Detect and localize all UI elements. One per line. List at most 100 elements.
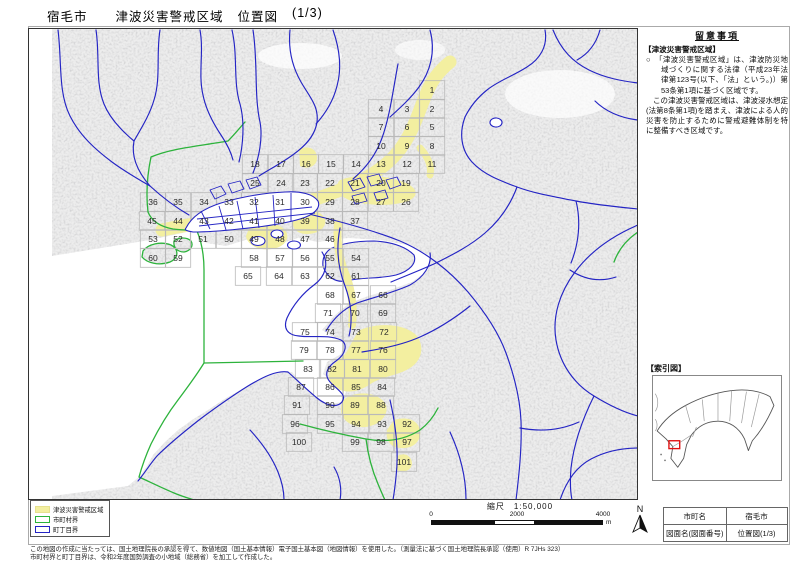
grid-cell [138,211,166,231]
grid-cell [281,414,309,434]
grid-cell [341,432,369,452]
grid-cell-label: 97 [402,437,412,447]
grid-cell-label: 90 [325,400,335,410]
scale-tick: 4000 [595,511,611,518]
grid-cell [418,136,446,156]
grid-cell-label: 43 [199,216,209,226]
grid-cell-label: 2 [430,104,435,114]
grid-cell-label: 38 [325,216,335,226]
grid-cell-label: 56 [300,253,310,263]
grid-cell-label: 11 [428,159,437,169]
urban-area [258,43,342,69]
grid-cell [367,99,395,119]
grid-cell-label: 47 [300,234,310,244]
title-city: 宿毛市 [47,10,88,24]
title-maptype: 位置図 [237,10,279,24]
grid-cell-label: 7 [379,122,384,132]
grid-cell [342,285,370,305]
grid-cell [139,248,167,268]
grid-cell-label: 67 [351,290,361,300]
grid-cell [342,377,370,397]
grid-cell-label: 54 [351,253,361,263]
notes-paragraph: この津波災害警戒区域は、津波浸水想定(法第8条第1項)を踏まえ、津波による人的災… [646,95,788,136]
grid-cell [418,99,446,119]
grid-cell-label: 1 [430,85,435,95]
grid-cell [418,80,446,100]
drawing-info-table: 市町名 宿毛市 図面名(図面番号) 位置図(1/3) [663,507,788,542]
grid-cell-label: 95 [325,419,335,429]
table-row: 図面名(図面番号) 位置図(1/3) [663,524,788,542]
grid-cell-label: 4 [379,104,384,114]
index-location-marker [668,440,681,450]
grid-cell [318,359,346,379]
scale-bar [431,520,603,525]
grid-cell [369,285,397,305]
grid-cell-label: 79 [299,345,309,355]
grid-cell-label: 5 [430,122,435,132]
grid-cell [342,322,370,342]
grid-cell-label: 28 [350,197,360,207]
grid-cell-label: 100 [292,437,306,447]
grid-cell-label: 42 [224,216,234,226]
north-arrow-icon: N [632,504,648,534]
scale-tick: 2000 [509,511,525,518]
grid-cell-label: 61 [351,271,361,281]
grid-cell-label: 66 [378,290,388,300]
index-map-label: 【索引図】 [646,364,686,373]
grid-cell [393,136,421,156]
grid-cell-label: 35 [173,197,183,207]
grid-cell-label: 55 [325,253,335,263]
grid-cell-label: 34 [199,197,209,207]
grid-cell-label: 60 [148,253,158,263]
urban-area [505,70,615,118]
grid-cell-label: 64 [274,271,284,281]
grid-cell-label: 84 [377,382,387,392]
grid-cell-label: 52 [173,234,183,244]
grid-cell-label: 16 [301,159,311,169]
grid-cell [367,432,395,452]
notes-subheading: 【津波災害警戒区域】 [644,45,720,54]
grid-cell [392,192,420,212]
grid-cell-label: 18 [250,159,260,169]
grid-cell-label: 85 [351,382,361,392]
grid-cell-label: 50 [224,234,234,244]
grid-cell-label: 45 [147,216,157,226]
grid-cell-label: 71 [323,308,333,318]
grid-cell-label: 3 [405,104,410,114]
grid-cell-label: 36 [148,197,158,207]
notes-body: ○ 「津波災害警戒区域」は、津波防災地域づくりに関する法律（平成23年法律第12… [646,55,788,137]
grid-cell-label: 33 [224,197,234,207]
grid-cell-label: 101 [397,457,411,467]
grid-cell [291,266,319,286]
grid-cell-label: 48 [275,234,285,244]
grid-cell [393,99,421,119]
title-sheetno: (1/3) [292,6,323,20]
scale-ticks: 0 2000 4000 [0,511,800,519]
grid-cell [367,136,395,156]
grid-cell-label: 68 [325,290,335,300]
grid-cell-label: 72 [379,327,389,337]
grid-cell-label: 25 [250,178,260,188]
grid-cell-label: 31 [275,197,285,207]
grid-cell [316,414,344,434]
notes-paragraph: ○ 「津波災害警戒区域」は、津波防災地域づくりに関する法律（平成23年法律第12… [646,55,788,95]
grid-cell [390,452,418,472]
grid-cell [368,377,396,397]
grid-cell [316,377,344,397]
grid-cell-label: 51 [198,234,208,244]
grid-cell [291,322,319,342]
grid-cell-label: 19 [401,178,411,188]
legend-item: 津波災害警戒区域 [35,504,106,514]
grid-cell [266,248,294,268]
table-cell-key: 図面名(図面番号) [663,524,727,542]
title-zone: 津波災害警戒区域 [115,10,224,24]
grid-cell [342,414,370,434]
grid-cell-label: 93 [377,419,387,429]
grid-cell-label: 77 [351,345,361,355]
municipal-boundaries [138,121,637,499]
grid-cell-label: 17 [276,159,286,169]
grid-cell-label: 27 [376,197,386,207]
grid-cell-label: 83 [303,364,313,374]
pond [489,117,503,128]
grid-cell-label: 23 [300,178,310,188]
